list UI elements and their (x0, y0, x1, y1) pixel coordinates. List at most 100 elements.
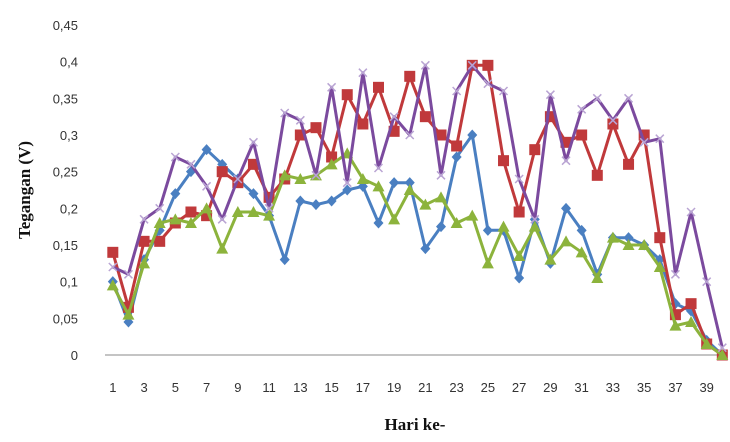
data-point (498, 155, 510, 167)
data-point (482, 224, 493, 236)
data-point (356, 173, 369, 184)
data-point (342, 178, 352, 188)
x-axis-ticks: 1 3 5 7 9 11 13 15 17 19 21 23 25 27 29 31 33 35 37 39 (109, 380, 714, 395)
data-point (592, 93, 602, 103)
data-point (670, 269, 680, 279)
data-point (326, 151, 338, 163)
data-point (639, 137, 649, 147)
data-point (435, 191, 448, 203)
data-point (606, 231, 619, 243)
data-point (514, 272, 525, 284)
data-point (576, 129, 588, 141)
data-point (544, 253, 557, 265)
data-point (577, 104, 587, 114)
data-point (638, 239, 651, 250)
y-tick-label: 0,45 (53, 18, 78, 33)
data-point (247, 206, 260, 217)
data-point (216, 166, 228, 178)
data-point (170, 152, 180, 162)
data-point (560, 136, 572, 148)
x-tick-label: 1 (109, 380, 116, 395)
x-tick-label: 11 (262, 380, 276, 395)
data-point (295, 115, 305, 125)
data-point (403, 184, 416, 195)
x-tick-label: 23 (449, 380, 463, 395)
data-point (686, 207, 696, 217)
data-point (122, 308, 135, 320)
data-point (669, 319, 682, 331)
data-point (405, 130, 415, 140)
x-tick-label: 33 (606, 380, 620, 395)
data-point (513, 206, 525, 218)
data-point (436, 170, 446, 180)
data-point (669, 309, 681, 321)
data-point (638, 129, 650, 141)
data-point (123, 269, 133, 279)
x-tick-label: 19 (387, 380, 401, 395)
y-axis-title: Tegangan (V) (15, 141, 34, 239)
y-tick-label: 0,25 (53, 165, 78, 180)
data-point (529, 144, 541, 156)
data-point (153, 217, 166, 228)
data-point (325, 158, 338, 170)
data-point (514, 174, 524, 184)
data-point (530, 214, 540, 224)
data-point (139, 214, 149, 224)
data-point (545, 90, 555, 100)
data-point (358, 68, 368, 78)
data-point (169, 213, 182, 225)
data-point (655, 134, 665, 144)
data-point (591, 169, 603, 181)
y-tick-label: 0,35 (53, 91, 78, 106)
data-point (700, 338, 713, 349)
data-point (420, 60, 430, 70)
data-point (717, 343, 727, 353)
data-point (560, 235, 573, 247)
data-point (108, 262, 118, 272)
data-point (497, 220, 510, 232)
data-point (404, 177, 415, 189)
y-tick-label: 0 (71, 348, 78, 363)
data-point (326, 195, 337, 207)
data-point (389, 177, 400, 189)
series-layer (106, 59, 729, 361)
series-4 (108, 60, 727, 353)
data-point (623, 158, 635, 170)
series-line (112, 63, 724, 349)
x-tick-label: 29 (543, 380, 557, 395)
data-point (685, 298, 697, 310)
data-point (106, 279, 119, 291)
data-point (186, 159, 196, 169)
data-point (357, 118, 369, 130)
data-point (466, 209, 479, 221)
data-point (685, 316, 698, 327)
data-point (280, 108, 290, 118)
x-tick-label: 15 (324, 380, 338, 395)
data-point (528, 220, 541, 232)
data-point (217, 214, 227, 224)
x-tick-label: 7 (203, 380, 210, 395)
data-point (138, 235, 150, 247)
data-point (716, 349, 729, 360)
x-axis-title: Hari ke- (385, 415, 446, 434)
x-tick-label: 3 (140, 380, 147, 395)
y-tick-label: 0,2 (60, 201, 78, 216)
data-point (372, 81, 384, 93)
data-point (278, 169, 291, 181)
x-tick-label: 5 (172, 380, 179, 395)
data-point (372, 180, 385, 192)
data-point (247, 158, 259, 170)
data-point (451, 140, 463, 152)
data-point (702, 277, 712, 287)
series-line (111, 151, 724, 357)
data-point (624, 93, 634, 103)
data-point (452, 86, 462, 96)
data-point (248, 137, 258, 147)
data-point (467, 60, 477, 70)
x-tick-label: 27 (512, 380, 526, 395)
y-tick-label: 0,3 (60, 128, 78, 143)
data-point (202, 181, 212, 191)
data-point (435, 129, 447, 141)
data-point (653, 261, 666, 272)
